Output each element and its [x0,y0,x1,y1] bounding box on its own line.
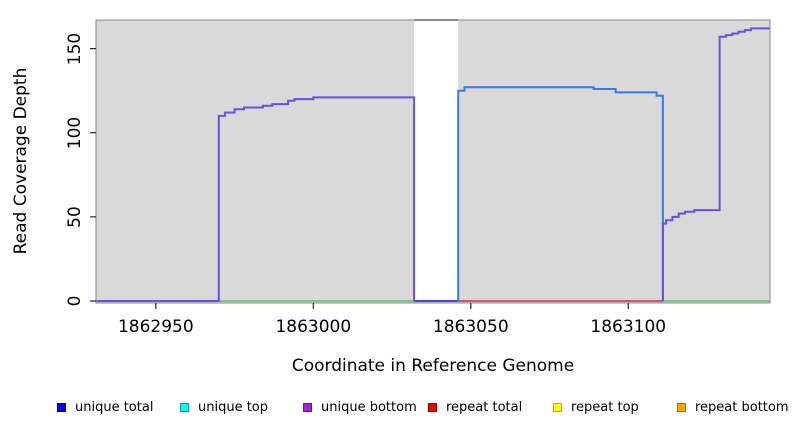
legend-label: repeat top [571,399,639,415]
y-tick-label: 100 [65,116,85,149]
x-tick-label: 1862950 [117,317,194,337]
legend-swatch-icon [428,402,437,412]
x-tick-label: 1863100 [590,317,667,337]
legend-swatch-icon [553,402,562,412]
series-unique-bottom-coverage-right [661,27,770,301]
x-tick-label: 1863050 [432,317,509,337]
y-tick-label: 150 [65,32,85,65]
y-tick-label: 50 [65,206,85,228]
legend-item-repeat-bottom: repeat bottom [677,399,789,415]
legend-label: unique total [75,399,154,415]
legend-item-repeat-total: repeat total [428,399,522,415]
legend-label: repeat total [446,399,523,415]
legend-label: unique top [198,399,269,415]
x-axis-title: Coordinate in Reference Genome [291,356,575,376]
plot-border [95,19,771,304]
masked-region [414,21,459,300]
legend-item-unique-top: unique top [180,399,268,415]
legend-swatch-icon [180,402,189,412]
legend-label: unique bottom [321,399,417,415]
x-tick-label: 1863000 [275,317,352,337]
series-unique-bottom-coverage-left [96,96,416,302]
y-tick-label: 0 [65,295,85,307]
legend-swatch-icon [303,402,312,412]
legend-item-repeat-top: repeat top [553,399,639,415]
legend-item-unique-bottom: unique bottom [303,399,417,415]
legend-label: repeat bottom [695,399,789,415]
legend-swatch-icon [57,402,66,412]
legend-swatch-icon [677,402,686,412]
y-axis-title: Read Coverage Depth [11,67,31,255]
series-unique-top-coverage [457,86,664,301]
legend-item-unique-total: unique total [57,399,153,415]
